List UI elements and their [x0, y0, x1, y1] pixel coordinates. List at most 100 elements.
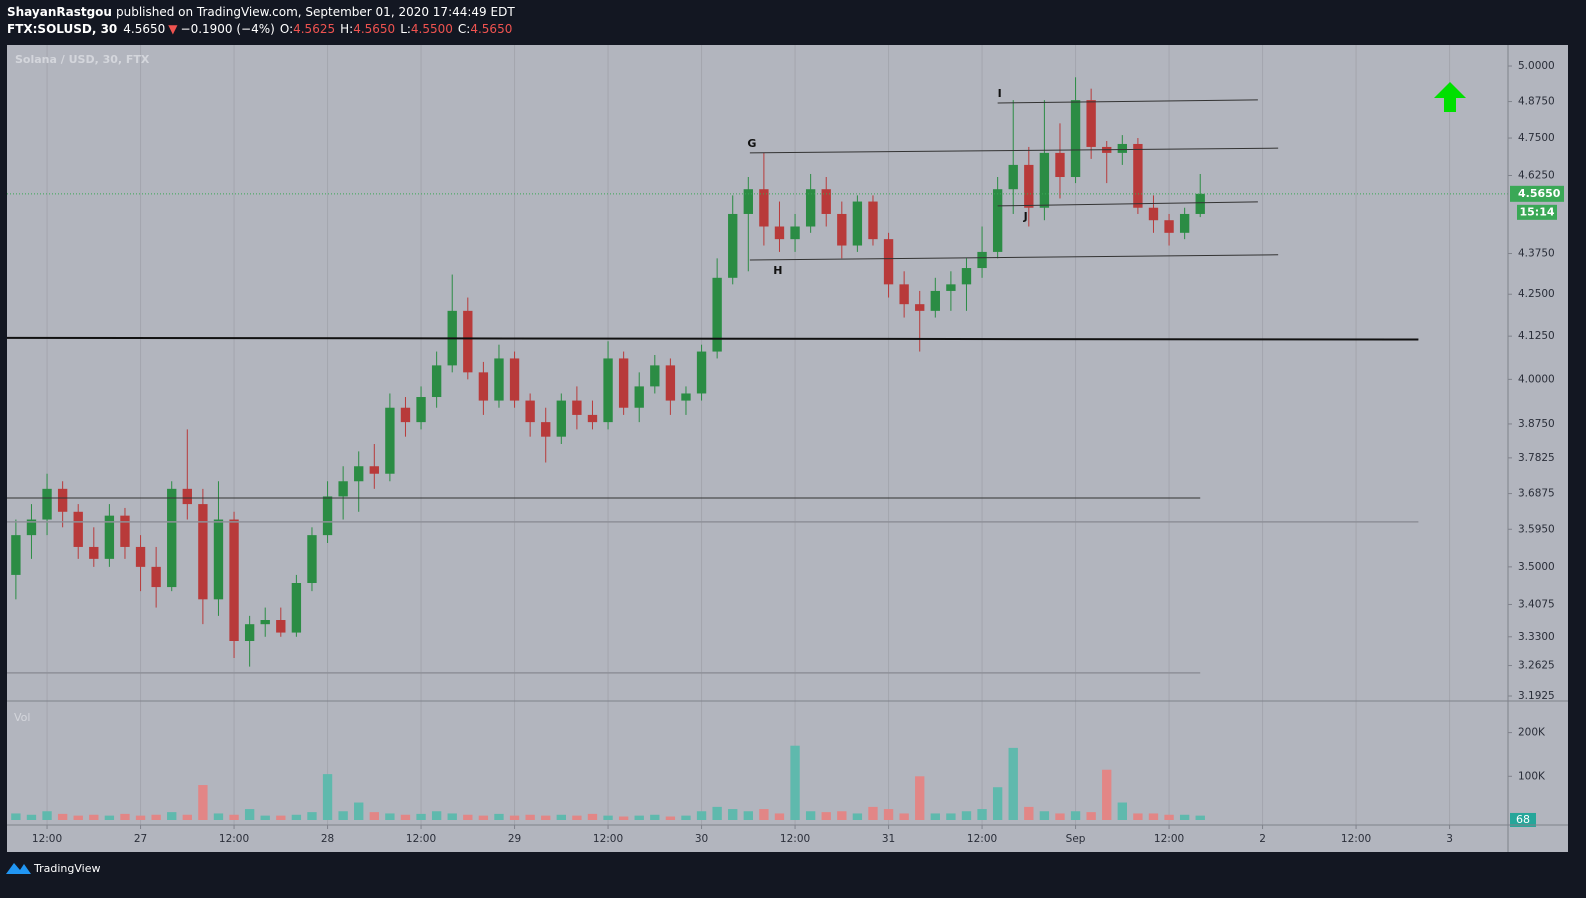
volume-bar [541, 815, 551, 820]
volume-bar [26, 814, 37, 820]
volume-bar [229, 814, 239, 820]
candle-body [1055, 152, 1065, 178]
volume-bar [665, 816, 676, 820]
candle-body [307, 535, 317, 584]
volume-bar [946, 813, 956, 820]
volume-bar [587, 813, 598, 820]
x-tick-label: Sep [1066, 833, 1086, 845]
x-tick-label: 12:00 [967, 833, 997, 845]
o-label: O: [280, 22, 293, 36]
countdown: 15:14 [1519, 205, 1554, 218]
candle-body [322, 496, 333, 536]
volume-bar [1024, 806, 1034, 820]
candle-body [213, 519, 224, 600]
volume-bar [447, 813, 457, 820]
x-tick-label: 29 [508, 833, 521, 845]
tradingview-logo[interactable] [6, 863, 31, 874]
volume-bar [977, 809, 987, 820]
y-tick-label: 4.6250 [1518, 169, 1555, 181]
volume-bar [821, 812, 831, 820]
volume-bar [354, 802, 364, 820]
candle-body [696, 351, 707, 394]
y-tick-label: 3.6875 [1518, 488, 1555, 500]
x-tick-label: 12:00 [1154, 833, 1184, 845]
volume-bar [322, 774, 333, 820]
x-tick-label: 30 [695, 833, 708, 845]
volume-bar [182, 814, 192, 820]
x-tick-label: 12:00 [780, 833, 810, 845]
candle-body [1117, 143, 1127, 153]
header-line-1: ShayanRastgou published on TradingView.co… [7, 5, 515, 19]
candle-body [1133, 143, 1143, 208]
y-tick-label: 3.1925 [1518, 690, 1555, 702]
trend-line [749, 254, 1279, 261]
published: published on TradingView.com, September … [116, 5, 515, 19]
candle-body [525, 400, 535, 423]
candle-body [57, 488, 68, 512]
candle-body [89, 546, 99, 559]
x-tick-label: 12:00 [32, 833, 62, 845]
volume-bar [603, 815, 613, 820]
volume-bar [1086, 812, 1096, 820]
candle-body [1024, 164, 1034, 208]
candle-body [946, 284, 956, 291]
volume-bar [852, 813, 863, 820]
candle-body [556, 400, 566, 437]
last-price-badge [1510, 185, 1564, 202]
candle-body [11, 535, 21, 575]
candle-body [1070, 100, 1081, 178]
volume-bar [1039, 811, 1050, 820]
candle-body [603, 358, 613, 423]
y-tick-label: 5.0000 [1518, 60, 1555, 72]
c-value: 4.5650 [470, 22, 512, 36]
volume-bar [42, 811, 52, 820]
candle-body [431, 365, 442, 398]
volume-bar [385, 813, 395, 820]
volume-bar [525, 814, 535, 820]
candle-body [868, 201, 878, 240]
drawing-label: J [1023, 210, 1028, 223]
candle-body [135, 546, 146, 567]
candle-body [244, 624, 255, 642]
drawings: G H I J [6, 87, 1508, 674]
last-price-label: 4.5650 [1518, 187, 1561, 200]
candle-body [104, 515, 115, 559]
grid [46, 45, 1451, 825]
brand[interactable]: TradingView [33, 862, 100, 875]
h-label: H: [340, 22, 353, 36]
arrow-up-icon [1434, 82, 1466, 112]
candles [11, 77, 1205, 667]
x-tick-label: 31 [882, 833, 895, 845]
candle-body [852, 201, 863, 246]
volume-bar [805, 811, 816, 820]
candle-body [416, 397, 426, 423]
candle-body [915, 304, 925, 311]
volume-bar [1195, 815, 1205, 820]
candle-body [509, 358, 520, 401]
header-line-2: FTX:SOLUSD, 30 4.5650 ▼ −0.1900 (−4%) O:4.56… [7, 22, 512, 36]
candle-body [260, 620, 270, 625]
volume-bar [198, 785, 208, 820]
volume-bar [556, 814, 566, 820]
o-value: 4.5625 [293, 22, 335, 36]
countdown-badge [1517, 204, 1557, 220]
candle-body [743, 189, 753, 214]
volume-bar [837, 811, 847, 820]
volume-bar [478, 815, 489, 820]
volume-bar [57, 813, 68, 820]
arrow: ▼ [168, 22, 178, 36]
candle-body [634, 386, 644, 408]
volume-bar [135, 815, 146, 820]
volume-bar [634, 815, 644, 820]
candle-body [338, 481, 348, 497]
l-value: 4.5500 [411, 22, 453, 36]
candle-body [167, 488, 177, 588]
volume-bar [1164, 814, 1174, 820]
y-tick-label: 4.7500 [1518, 132, 1555, 144]
volume-bar [961, 811, 972, 820]
candle-body [400, 407, 411, 423]
candle-body [805, 189, 816, 227]
volume-tick-label: 200K [1518, 727, 1546, 739]
volume-bar [1070, 811, 1081, 820]
candle-body [665, 365, 676, 401]
